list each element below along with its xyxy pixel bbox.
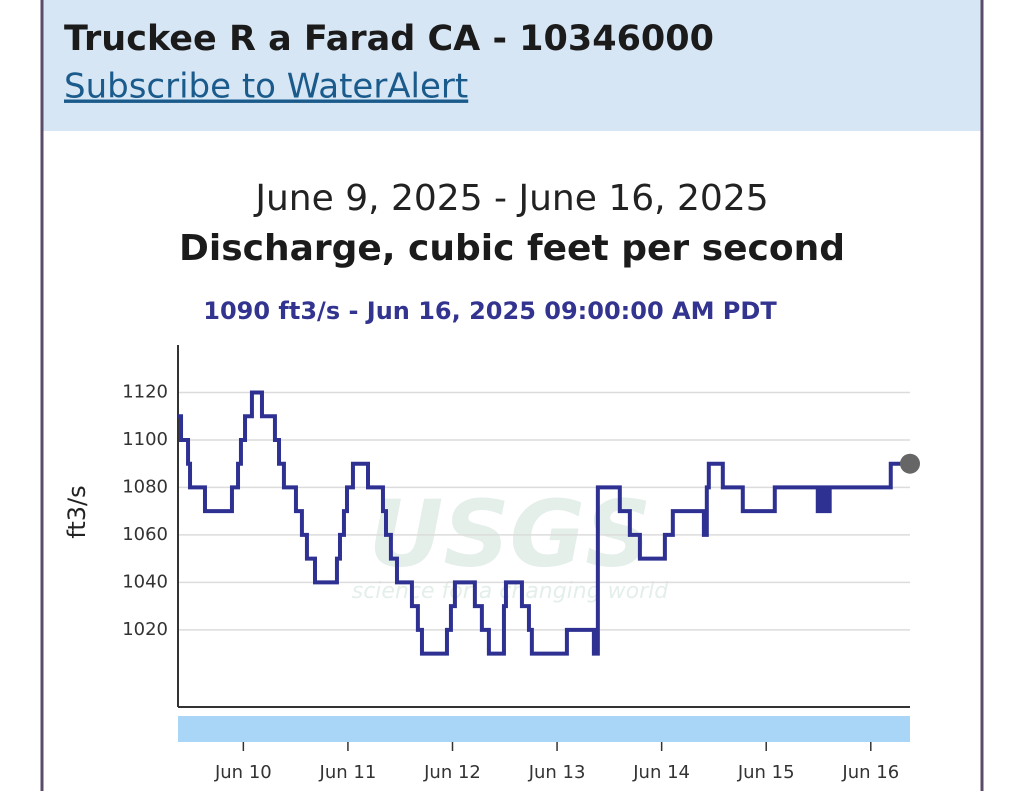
y-tick-label: 1080 bbox=[122, 476, 168, 497]
x-tick-label: Jun 12 bbox=[423, 762, 481, 783]
annotation: 1090 ft3/s - Jun 16, 2025 09:00:00 AM PD… bbox=[203, 297, 777, 325]
x-tick-label: Jun 13 bbox=[528, 762, 586, 783]
x-tick-label: Jun 10 bbox=[214, 762, 272, 783]
y-tick-label: 1040 bbox=[122, 571, 168, 592]
y-tick-label: 1020 bbox=[122, 619, 168, 640]
y-axis-label: ft3/s bbox=[63, 485, 91, 538]
y-tick-label: 1100 bbox=[122, 429, 168, 450]
x-tick-label: Jun 14 bbox=[632, 762, 690, 783]
brush-bar[interactable] bbox=[178, 716, 910, 742]
station-title: Truckee R a Farad CA - 10346000 bbox=[64, 19, 714, 59]
discharge-line bbox=[178, 390, 910, 656]
wateralert-link[interactable]: Subscribe to WaterAlert bbox=[64, 67, 468, 107]
y-tick-label: 1060 bbox=[122, 524, 168, 545]
x-tick-label: Jun 16 bbox=[841, 762, 899, 783]
watermark: USGS bbox=[369, 480, 652, 587]
y-tick-label: 1120 bbox=[122, 381, 168, 402]
chart-subtitle: June 9, 2025 - June 16, 2025 bbox=[253, 178, 768, 219]
current-point bbox=[900, 453, 920, 474]
x-tick-label: Jun 15 bbox=[737, 762, 795, 783]
chart-title: Discharge, cubic feet per second bbox=[179, 228, 845, 269]
x-tick-label: Jun 11 bbox=[319, 762, 377, 783]
header-bg bbox=[42, 0, 982, 131]
